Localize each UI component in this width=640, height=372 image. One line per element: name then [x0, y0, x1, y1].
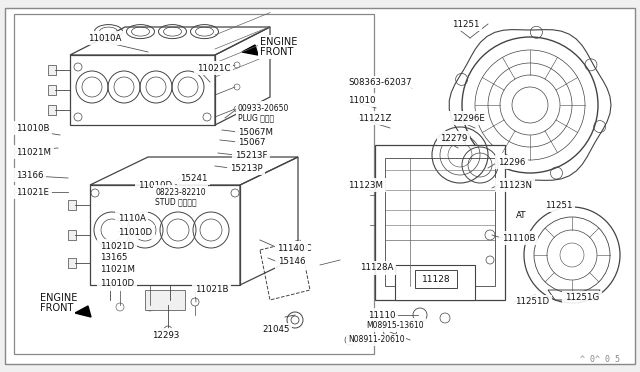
- Text: 11021C: 11021C: [278, 244, 312, 253]
- Text: 11128: 11128: [422, 275, 451, 283]
- Text: 11251G: 11251G: [565, 294, 599, 302]
- Text: 08223-82210: 08223-82210: [155, 187, 205, 196]
- Text: 11251D: 11251D: [515, 298, 549, 307]
- Text: 15213F: 15213F: [235, 151, 268, 160]
- Text: M08915-13610: M08915-13610: [366, 321, 424, 330]
- Text: 11021D: 11021D: [100, 241, 134, 250]
- Text: 11123N: 11123N: [498, 180, 532, 189]
- Text: 11021M: 11021M: [16, 148, 51, 157]
- Text: 11010A: 11010A: [88, 33, 122, 42]
- Text: 15067M: 15067M: [238, 128, 273, 137]
- Text: 11010D: 11010D: [138, 180, 172, 189]
- Text: 21045: 21045: [262, 326, 289, 334]
- Text: ENGINE: ENGINE: [260, 37, 298, 47]
- Text: 13165: 13165: [100, 253, 127, 263]
- Text: FRONT: FRONT: [260, 47, 293, 57]
- Circle shape: [291, 316, 299, 324]
- Text: 12293: 12293: [152, 330, 179, 340]
- Bar: [68, 230, 76, 240]
- Text: STUD スタッド: STUD スタッド: [155, 198, 196, 206]
- Text: ^ 0^ 0 5: ^ 0^ 0 5: [580, 356, 620, 365]
- Text: S08363-62037: S08363-62037: [348, 77, 412, 87]
- Text: 11110B: 11110B: [502, 234, 536, 243]
- Bar: [68, 200, 76, 210]
- Text: 11121Z: 11121Z: [358, 113, 392, 122]
- Text: 11128A: 11128A: [360, 263, 394, 273]
- Text: 12296: 12296: [498, 157, 525, 167]
- Bar: [415, 270, 457, 288]
- Text: 11251: 11251: [452, 19, 479, 29]
- Text: 11010B: 11010B: [16, 124, 49, 132]
- Text: AT: AT: [516, 211, 527, 219]
- Text: 11251: 11251: [545, 201, 573, 209]
- Text: 15213P: 15213P: [230, 164, 262, 173]
- Text: 12296E: 12296E: [452, 113, 485, 122]
- Bar: [375, 145, 505, 300]
- Text: 15241: 15241: [180, 173, 207, 183]
- Text: FRONT: FRONT: [40, 303, 74, 313]
- Bar: [68, 258, 76, 268]
- Text: PLUG ブラグ: PLUG ブラグ: [238, 113, 274, 122]
- Text: ENGINE: ENGINE: [40, 293, 77, 303]
- Text: 11010: 11010: [348, 96, 376, 105]
- Bar: [145, 290, 185, 310]
- Text: 11021C: 11021C: [197, 64, 230, 73]
- Text: 11021B: 11021B: [195, 285, 228, 295]
- Text: 11010D: 11010D: [118, 228, 152, 237]
- Text: 11021M: 11021M: [100, 266, 135, 275]
- Bar: [48, 65, 56, 75]
- Text: 15146: 15146: [278, 257, 305, 266]
- Polygon shape: [242, 45, 258, 55]
- Bar: [48, 85, 56, 95]
- Polygon shape: [75, 306, 91, 317]
- Bar: [48, 105, 56, 115]
- Text: 15067: 15067: [238, 138, 266, 147]
- Text: 1110A: 1110A: [118, 214, 146, 222]
- Text: 12279: 12279: [440, 134, 467, 142]
- Text: 11123M: 11123M: [348, 180, 383, 189]
- Text: 11140: 11140: [278, 244, 305, 253]
- Bar: [395, 265, 475, 300]
- Bar: [385, 158, 495, 286]
- Text: N08911-20610: N08911-20610: [348, 336, 404, 344]
- Text: 11110: 11110: [368, 311, 396, 320]
- Text: 13166: 13166: [16, 170, 44, 180]
- Bar: [14, 14, 374, 354]
- Text: 11021E: 11021E: [16, 187, 49, 196]
- Text: 00933-20650: 00933-20650: [238, 103, 289, 112]
- Text: 11010D: 11010D: [100, 279, 134, 289]
